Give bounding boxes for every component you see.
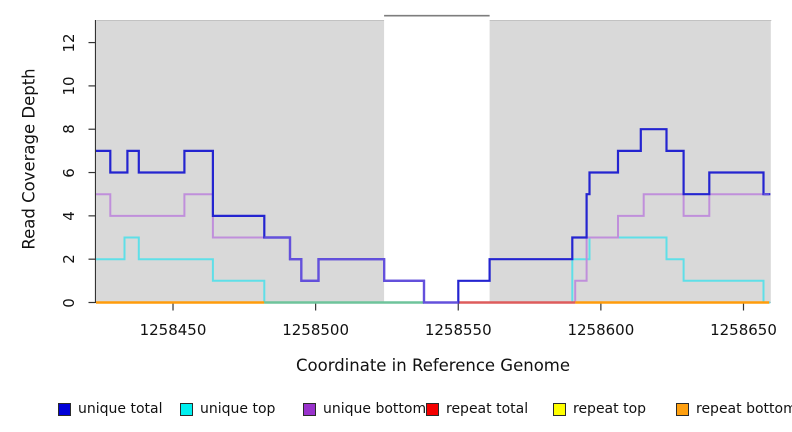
y-tick-label: 2 (60, 254, 78, 264)
y-axis-title: Read Coverage Depth (19, 68, 39, 250)
legend-swatch-icon (553, 402, 566, 416)
legend-label: unique bottom (323, 401, 427, 417)
legend-swatch-icon (58, 402, 71, 416)
legend-label: unique top (200, 401, 276, 417)
y-tick-label: 10 (60, 76, 78, 96)
legend-swatch-icon (303, 402, 316, 416)
legend-swatch-icon (180, 402, 193, 416)
legend-item-repeat-total: repeat total (426, 401, 528, 417)
legend-item-repeat-bottom: repeat bottom (676, 401, 792, 417)
legend-label: repeat bottom (696, 401, 792, 417)
y-tick-label: 6 (60, 167, 78, 178)
x-axis-title: Coordinate in Reference Genome (295, 356, 571, 375)
series-line-overlap-blue-purple (264, 236, 459, 304)
y-tick-label: 0 (60, 297, 78, 308)
legend-label: repeat top (573, 401, 647, 417)
x-tick-label: 1258550 (424, 321, 492, 339)
legend-item-unique-bottom: unique bottom (303, 401, 426, 417)
legend-item-unique-total: unique total (58, 401, 162, 417)
legend-label: unique total (78, 401, 163, 417)
legend-label: repeat total (446, 401, 529, 417)
series-line-unique-top (96, 236, 771, 304)
legend-swatch-icon (676, 402, 689, 416)
y-tick-label: 4 (60, 211, 78, 221)
x-tick-label: 1258650 (710, 321, 777, 339)
y-tick-label: 12 (60, 33, 78, 53)
x-tick-label: 1258500 (282, 321, 350, 339)
white-band (384, 15, 490, 304)
y-tick-label: 8 (60, 124, 78, 134)
x-tick-label: 1258600 (567, 321, 635, 339)
legend-item-unique-top: unique top (180, 401, 275, 417)
legend-item-repeat-top: repeat top (553, 401, 646, 417)
legend-swatch-icon (426, 402, 439, 416)
x-tick-label: 1258450 (139, 321, 207, 339)
